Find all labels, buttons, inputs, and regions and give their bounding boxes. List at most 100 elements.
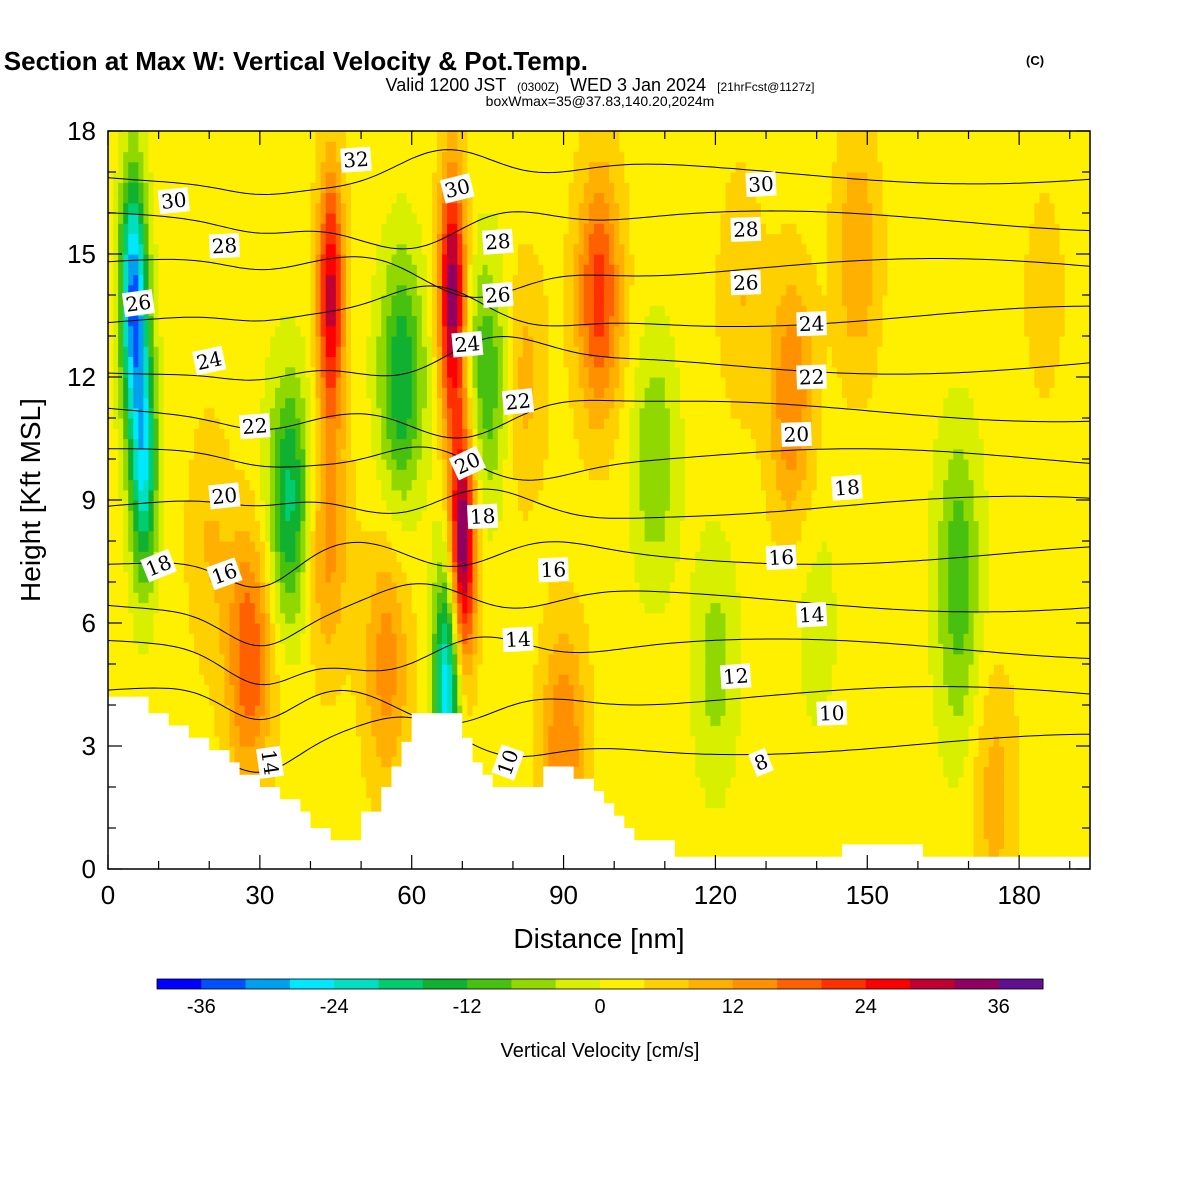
heatmap-cell — [148, 182, 155, 194]
heatmap-cell — [270, 295, 276, 306]
heatmap-cell — [305, 684, 312, 696]
heatmap-cell — [113, 295, 119, 306]
heatmap-cell — [254, 735, 261, 747]
heatmap-cell — [305, 551, 312, 563]
heatmap-cell — [290, 684, 296, 696]
heatmap-cell — [371, 582, 377, 593]
heatmap-cell — [371, 428, 377, 440]
heatmap-cell — [204, 243, 210, 255]
heatmap-cell — [330, 346, 337, 358]
heatmap-cell — [366, 254, 372, 265]
heatmap-cell — [320, 592, 327, 604]
heatmap-cell — [113, 428, 119, 440]
heatmap-cell — [259, 377, 266, 388]
heatmap-cell — [452, 161, 458, 173]
heatmap-cell — [361, 653, 367, 665]
heatmap-cell — [153, 479, 160, 491]
heatmap-cell — [442, 407, 448, 419]
heatmap-cell — [356, 766, 362, 778]
heatmap-cell — [158, 418, 165, 429]
heatmap-cell — [432, 161, 438, 173]
heatmap-cell — [335, 336, 342, 347]
heatmap-cell — [234, 448, 241, 460]
heatmap-cell — [447, 489, 453, 501]
heatmap-cell — [280, 182, 286, 194]
heatmap-cell — [351, 213, 357, 224]
heatmap-cell — [406, 479, 413, 491]
heatmap-cell — [325, 766, 332, 778]
heatmap-cell — [280, 202, 286, 214]
heatmap-cell — [315, 725, 322, 737]
heatmap-cell — [330, 776, 337, 788]
heatmap-cell — [447, 264, 453, 276]
heatmap-cell — [366, 561, 372, 573]
heatmap-cell — [168, 182, 175, 194]
heatmap-cell — [396, 705, 403, 716]
heatmap-cell — [229, 151, 236, 163]
heatmap-cell — [442, 141, 448, 153]
heatmap-cell — [143, 684, 150, 696]
heatmap-cell — [168, 131, 175, 142]
heatmap-cell — [315, 561, 322, 573]
heatmap-cell — [264, 295, 271, 306]
heatmap-cell — [219, 172, 226, 183]
heatmap-cell — [351, 817, 357, 829]
heatmap-cell — [335, 407, 342, 419]
heatmap-cell — [315, 387, 322, 399]
heatmap-cell — [325, 223, 332, 235]
heatmap-cell — [391, 592, 398, 604]
heatmap-cell — [270, 561, 276, 573]
heatmap-cell — [426, 305, 433, 317]
heatmap-cell — [300, 756, 307, 768]
heatmap-cell — [406, 325, 413, 337]
heatmap-cell — [295, 705, 301, 716]
heatmap-cell — [437, 407, 443, 419]
heatmap-cell — [320, 274, 327, 286]
heatmap-cell — [229, 541, 236, 552]
heatmap-cell — [330, 797, 337, 809]
heatmap-cell — [285, 407, 291, 419]
heatmap-cell — [391, 264, 398, 276]
heatmap-cell — [437, 500, 443, 511]
heatmap-cell — [259, 694, 266, 706]
heatmap-cell — [310, 161, 317, 173]
heatmap-cell — [411, 295, 418, 306]
heatmap-cell — [447, 623, 453, 634]
heatmap-cell — [194, 643, 200, 655]
heatmap-cell — [396, 397, 403, 409]
heatmap-cell — [335, 715, 342, 727]
heatmap-cell — [320, 571, 327, 583]
heatmap-cell — [300, 674, 307, 686]
heatmap-cell — [335, 705, 342, 716]
heatmap-cell — [300, 346, 307, 358]
heatmap-cell — [315, 735, 322, 747]
heatmap-cell — [396, 582, 403, 593]
heatmap-cell — [143, 418, 150, 429]
heatmap-cell — [259, 397, 266, 409]
heatmap-cell — [366, 346, 372, 358]
heatmap-cell — [264, 582, 271, 593]
heatmap-cell — [280, 254, 286, 265]
heatmap-cell — [325, 602, 332, 614]
heatmap-cell — [330, 592, 337, 604]
heatmap-cell — [209, 623, 215, 634]
heatmap-cell — [244, 592, 251, 604]
heatmap-cell — [351, 510, 357, 522]
heatmap-cell — [330, 561, 337, 573]
heatmap-cell — [356, 141, 362, 153]
heatmap-cell — [295, 233, 301, 245]
heatmap-cell — [204, 459, 210, 470]
heatmap-cell — [371, 407, 377, 419]
heatmap-cell — [356, 776, 362, 788]
heatmap-cell — [214, 694, 220, 706]
heatmap-cell — [163, 520, 170, 532]
heatmap-cell — [421, 172, 428, 183]
heatmap-cell — [249, 233, 256, 245]
heatmap-cell — [325, 510, 332, 522]
heatmap-cell — [442, 612, 448, 624]
heatmap-cell — [113, 366, 119, 378]
heatmap-cell — [138, 274, 145, 286]
heatmap-cell — [128, 151, 134, 163]
heatmap-cell — [224, 254, 231, 265]
heatmap-cell — [244, 694, 251, 706]
